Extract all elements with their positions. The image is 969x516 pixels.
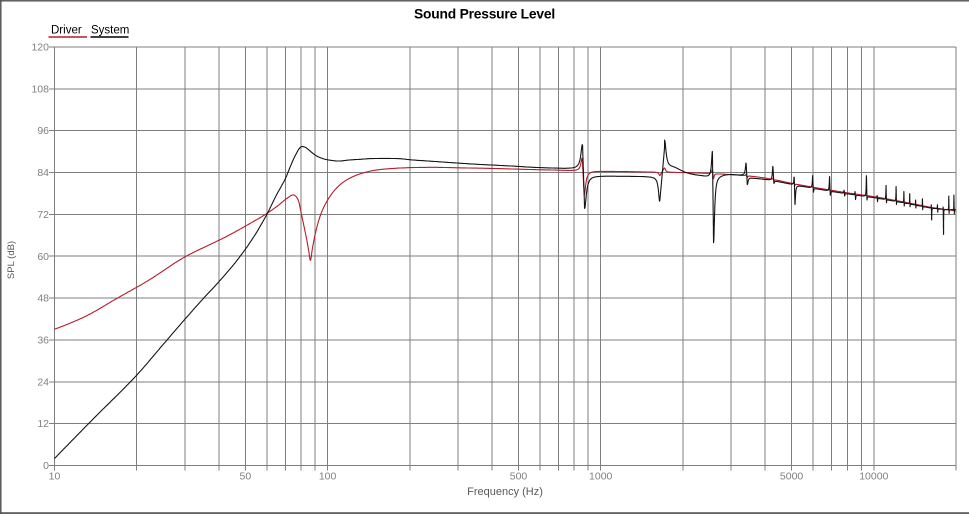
svg-text:12: 12 [37,418,49,430]
svg-text:0: 0 [43,460,49,472]
svg-text:System: System [91,25,129,37]
svg-text:1000: 1000 [589,471,613,483]
svg-text:500: 500 [510,471,528,483]
svg-text:108: 108 [31,83,49,95]
svg-text:120: 120 [31,42,49,54]
svg-text:48: 48 [37,293,49,305]
svg-text:Driver: Driver [51,25,82,37]
svg-text:84: 84 [37,167,49,179]
svg-text:5000: 5000 [780,471,804,483]
svg-text:96: 96 [37,125,49,137]
svg-text:100: 100 [319,471,337,483]
svg-text:36: 36 [37,334,49,346]
svg-text:Sound Pressure Level: Sound Pressure Level [414,7,555,22]
svg-text:10000: 10000 [859,471,888,483]
svg-text:SPL (dB): SPL (dB) [6,241,17,279]
svg-text:Frequency (Hz): Frequency (Hz) [467,486,543,498]
svg-text:50: 50 [240,471,252,483]
svg-text:72: 72 [37,209,49,221]
svg-text:10: 10 [49,471,61,483]
svg-text:24: 24 [37,376,49,388]
svg-text:60: 60 [37,251,49,263]
